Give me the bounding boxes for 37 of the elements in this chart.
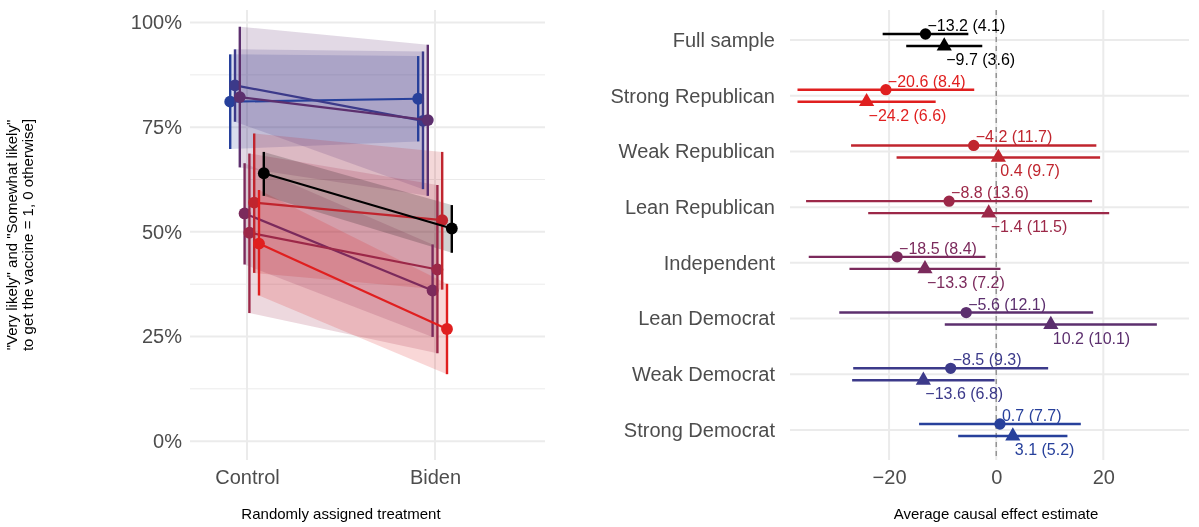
data-label: −24.2 (6.6) [868, 106, 947, 124]
data-label: −5.6 (12.1) [968, 295, 1047, 313]
y-tick-label: Independent [663, 251, 776, 274]
x-tick-label: Control [215, 466, 280, 489]
x-tick-label: 0 [991, 466, 1003, 489]
data-label: 0.7 (7.7) [1001, 407, 1062, 424]
x-tick-label: −20 [872, 466, 907, 489]
data-label: −20.6 (8.4) [887, 72, 966, 90]
y-tick-label: 50% [141, 220, 183, 243]
data-label: 0.4 (9.7) [1000, 162, 1060, 180]
x-tick-label: Biden [409, 466, 462, 489]
data-label: −8.8 (13.6) [951, 184, 1029, 202]
data-label: −13.2 (4.1) [927, 17, 1006, 34]
data-label: −4.2 (11.7) [975, 128, 1053, 146]
x-axis-title: Randomly assigned treatment [241, 505, 442, 522]
y-tick-label: Weak Republican [618, 140, 775, 163]
x-axis-title: Average causal effect estimate [893, 505, 1099, 522]
data-label: −9.7 (3.6) [946, 51, 1016, 68]
data-label: −8.5 (9.3) [952, 351, 1022, 369]
data-label: −18.5 (8.4) [899, 239, 977, 257]
y-tick-label: Weak Democrat [631, 363, 776, 386]
y-axis-title: "Very likely" and "Somewhat likely" to get the vaccine = 1, 0 otherwise] [3, 118, 36, 352]
y-tick-label: Lean Republican [624, 196, 775, 219]
y-tick-label: 75% [141, 116, 183, 139]
y-tick-label: Full sample [672, 28, 775, 51]
data-label: 10.2 (10.1) [1052, 329, 1131, 347]
y-tick-label: Strong Republican [610, 84, 775, 107]
y-tick-label: Strong Democrat [623, 418, 776, 441]
y-tick-label: Lean Democrat [638, 307, 776, 330]
y-tick-label: 25% [141, 325, 183, 348]
y-tick-label: 0% [153, 430, 183, 453]
data-label: −13.6 (6.8) [925, 385, 1004, 403]
data-label: −13.3 (7.2) [926, 273, 1005, 291]
y-tick-label: 100% [130, 11, 183, 34]
data-label: −1.4 (11.5) [990, 218, 1068, 236]
data-label: 3.1 (5.2) [1014, 441, 1075, 458]
x-tick-label: 20 [1092, 466, 1115, 489]
